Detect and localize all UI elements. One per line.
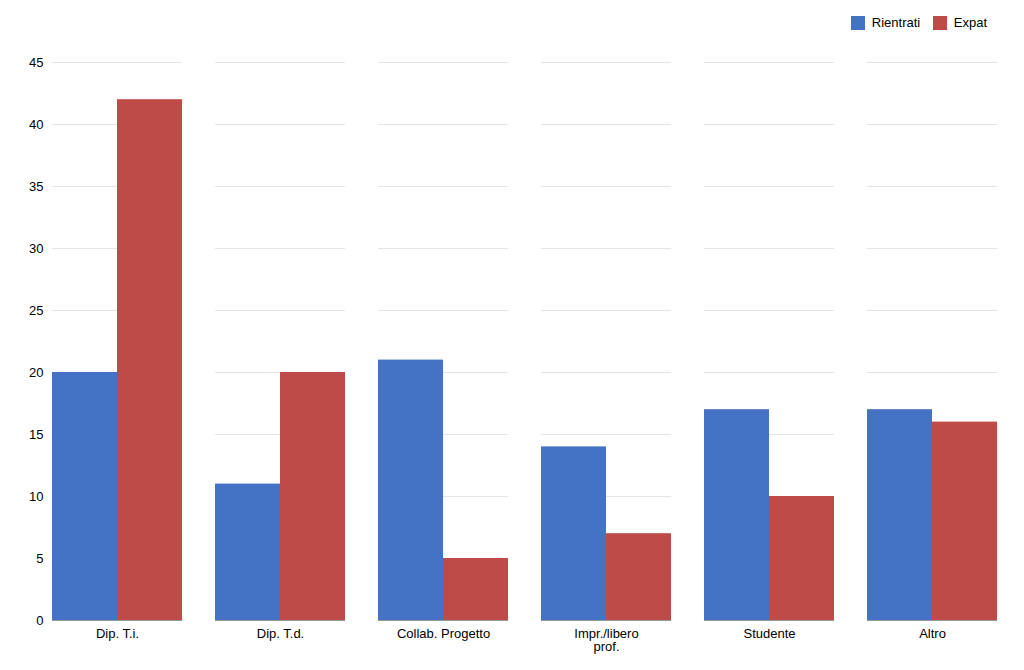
svg-text:0: 0: [36, 612, 43, 627]
html-text:Expat: Expat: [953, 15, 987, 30]
svg-text:5: 5: [36, 550, 43, 565]
svg-text:45: 45: [29, 54, 43, 69]
svg-text:20: 20: [29, 364, 43, 379]
svg-text:Altro: Altro: [919, 625, 946, 640]
svg-text:Dip. T.d.: Dip. T.d.: [257, 625, 304, 640]
svg-text:Dip. T.i.: Dip. T.i.: [96, 625, 139, 640]
svg-text:35: 35: [29, 178, 43, 193]
html-text:Rientrati: Rientrati: [871, 15, 921, 30]
svg-text:Impr./liberoprof.: Impr./liberoprof.: [574, 625, 638, 653]
svg-text:Studente: Studente: [743, 625, 795, 640]
svg-text:40: 40: [29, 116, 43, 131]
svg-text:15: 15: [29, 426, 43, 441]
svg-text:Collab. Progetto: Collab. Progetto: [397, 625, 490, 640]
svg-text:25: 25: [29, 302, 43, 317]
svg-text:10: 10: [29, 488, 43, 503]
svg-text:30: 30: [29, 240, 43, 255]
